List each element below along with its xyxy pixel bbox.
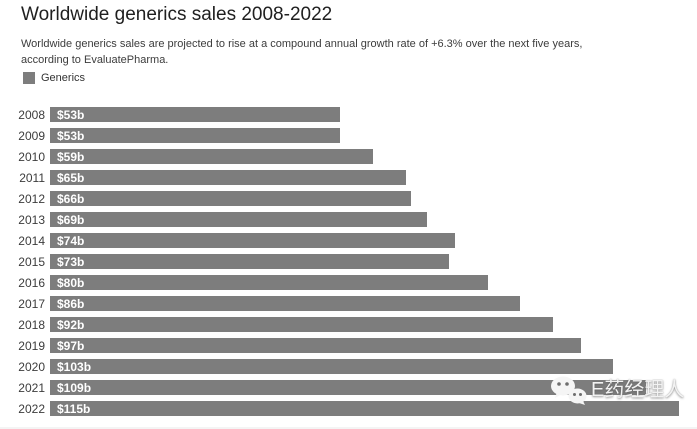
bar-2014: $74b bbox=[50, 233, 455, 248]
year-label-2016: 2016 bbox=[18, 276, 45, 290]
year-label-2012: 2012 bbox=[18, 192, 45, 206]
bottom-edge-divider bbox=[0, 427, 697, 429]
year-label-2018: 2018 bbox=[18, 318, 45, 332]
bar-2020: $103b bbox=[50, 359, 613, 374]
bar-2011: $65b bbox=[50, 170, 406, 185]
year-label-2019: 2019 bbox=[18, 339, 45, 353]
bar-2008: $53b bbox=[50, 107, 340, 122]
bar-value-label-2021: $109b bbox=[57, 381, 92, 395]
legend-swatch-generics bbox=[23, 72, 35, 84]
chart-row-2021: 2021 $109b bbox=[0, 380, 697, 401]
legend: Generics bbox=[23, 72, 85, 84]
chart-row-2013: 2013 $69b bbox=[0, 212, 697, 233]
year-label-2010: 2010 bbox=[18, 150, 45, 164]
year-label-2017: 2017 bbox=[18, 297, 45, 311]
bar-value-label-2017: $86b bbox=[57, 297, 85, 311]
chart-row-2012: 2012 $66b bbox=[0, 191, 697, 212]
year-label-2021: 2021 bbox=[18, 381, 45, 395]
chart-row-2018: 2018 $92b bbox=[0, 317, 697, 338]
year-label-2020: 2020 bbox=[18, 360, 45, 374]
bar-2016: $80b bbox=[50, 275, 488, 290]
year-label-2008: 2008 bbox=[18, 108, 45, 122]
bar-value-label-2013: $69b bbox=[57, 213, 85, 227]
bar-value-label-2022: $115b bbox=[57, 402, 91, 416]
chart-row-2017: 2017 $86b bbox=[0, 296, 697, 317]
bar-value-label-2018: $92b bbox=[57, 318, 85, 332]
bar-value-label-2010: $59b bbox=[57, 150, 85, 164]
chart-title: Worldwide generics sales 2008-2022 bbox=[21, 4, 333, 25]
bar-2009: $53b bbox=[50, 128, 340, 143]
bar-2013: $69b bbox=[50, 212, 427, 227]
bar-2017: $86b bbox=[50, 296, 520, 311]
bar-value-label-2012: $66b bbox=[57, 192, 85, 206]
bar-chart: 2008 $53b 2009 $53b 2010 $59b 2011 $65b 2012 $66b… bbox=[0, 107, 697, 422]
chart-row-2009: 2009 $53b bbox=[0, 128, 697, 149]
year-label-2011: 2011 bbox=[19, 171, 45, 185]
chart-subtitle: Worldwide generics sales are projected t… bbox=[21, 38, 583, 66]
bar-value-label-2015: $73b bbox=[57, 255, 85, 269]
year-label-2015: 2015 bbox=[18, 255, 45, 269]
bar-value-label-2019: $97b bbox=[57, 339, 85, 353]
chart-row-2008: 2008 $53b bbox=[0, 107, 697, 128]
bar-value-label-2020: $103b bbox=[57, 360, 92, 374]
bar-2012: $66b bbox=[50, 191, 411, 206]
chart-row-2015: 2015 $73b bbox=[0, 254, 697, 275]
year-label-2009: 2009 bbox=[18, 129, 45, 143]
legend-label-generics: Generics bbox=[41, 72, 86, 84]
bar-2021: $109b bbox=[50, 380, 646, 395]
bar-value-label-2008: $53b bbox=[57, 108, 85, 122]
bar-2010: $59b bbox=[50, 149, 373, 164]
chart-row-2016: 2016 $80b bbox=[0, 275, 697, 296]
chart-row-2020: 2020 $103b bbox=[0, 359, 697, 380]
chart-row-2011: 2011 $65b bbox=[0, 170, 697, 191]
bar-value-label-2009: $53b bbox=[57, 129, 85, 143]
bar-value-label-2014: $74b bbox=[57, 234, 85, 248]
year-label-2014: 2014 bbox=[18, 234, 45, 248]
chart-row-2014: 2014 $74b bbox=[0, 233, 697, 254]
chart-row-2010: 2010 $59b bbox=[0, 149, 697, 170]
bar-2018: $92b bbox=[50, 317, 553, 332]
bar-2015: $73b bbox=[50, 254, 449, 269]
bar-value-label-2011: $65b bbox=[57, 171, 85, 185]
chart-row-2022: 2022 $115b bbox=[0, 401, 697, 422]
year-label-2022: 2022 bbox=[18, 402, 45, 416]
bar-value-label-2016: $80b bbox=[57, 276, 85, 290]
chart-row-2019: 2019 $97b bbox=[0, 338, 697, 359]
bar-2019: $97b bbox=[50, 338, 581, 353]
year-label-2013: 2013 bbox=[18, 213, 45, 227]
bar-2022: $115b bbox=[50, 401, 679, 416]
